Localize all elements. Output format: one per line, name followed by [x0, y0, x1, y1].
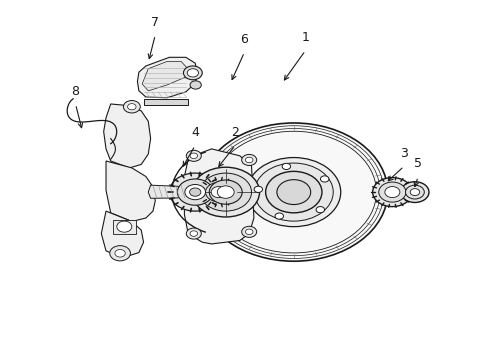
Circle shape	[200, 178, 237, 206]
Circle shape	[400, 182, 428, 202]
Text: 5: 5	[413, 157, 421, 170]
Text: 1: 1	[301, 31, 309, 44]
Circle shape	[189, 188, 201, 196]
Circle shape	[217, 186, 234, 198]
Circle shape	[191, 167, 259, 217]
Circle shape	[282, 163, 290, 170]
Circle shape	[245, 229, 252, 235]
Circle shape	[200, 173, 251, 211]
Circle shape	[177, 179, 213, 205]
Circle shape	[315, 207, 324, 213]
Circle shape	[276, 180, 310, 204]
Polygon shape	[106, 161, 155, 221]
Circle shape	[320, 176, 328, 182]
Circle shape	[254, 186, 262, 193]
Polygon shape	[148, 185, 192, 198]
Circle shape	[169, 173, 221, 211]
Circle shape	[117, 221, 132, 232]
Circle shape	[405, 185, 424, 199]
Circle shape	[123, 100, 140, 113]
Text: 8: 8	[71, 85, 80, 98]
Circle shape	[245, 157, 252, 163]
Circle shape	[115, 249, 125, 257]
Circle shape	[241, 154, 256, 166]
Polygon shape	[184, 149, 253, 244]
Circle shape	[184, 184, 205, 200]
Circle shape	[186, 228, 201, 239]
Circle shape	[378, 182, 405, 202]
Circle shape	[183, 66, 202, 80]
Circle shape	[109, 246, 130, 261]
Circle shape	[200, 123, 387, 261]
Polygon shape	[137, 57, 197, 98]
Polygon shape	[142, 62, 187, 91]
Circle shape	[372, 177, 411, 207]
Text: 7: 7	[151, 15, 159, 29]
Text: 3: 3	[399, 147, 407, 160]
Circle shape	[190, 231, 197, 236]
Circle shape	[190, 153, 197, 158]
Polygon shape	[113, 220, 135, 234]
Polygon shape	[101, 211, 143, 258]
Circle shape	[409, 189, 419, 195]
Circle shape	[209, 180, 242, 204]
Circle shape	[384, 186, 399, 198]
Polygon shape	[143, 99, 188, 105]
Circle shape	[265, 171, 321, 213]
Polygon shape	[103, 104, 150, 168]
Circle shape	[205, 183, 231, 202]
Circle shape	[187, 69, 198, 77]
Circle shape	[211, 186, 226, 198]
Circle shape	[246, 158, 340, 227]
Circle shape	[190, 81, 201, 89]
Text: 6: 6	[240, 33, 248, 46]
Circle shape	[127, 104, 136, 110]
Circle shape	[254, 163, 332, 221]
Circle shape	[274, 213, 283, 219]
Circle shape	[186, 150, 201, 161]
Text: 4: 4	[191, 126, 199, 139]
Circle shape	[241, 226, 256, 237]
Text: 2: 2	[231, 126, 239, 139]
